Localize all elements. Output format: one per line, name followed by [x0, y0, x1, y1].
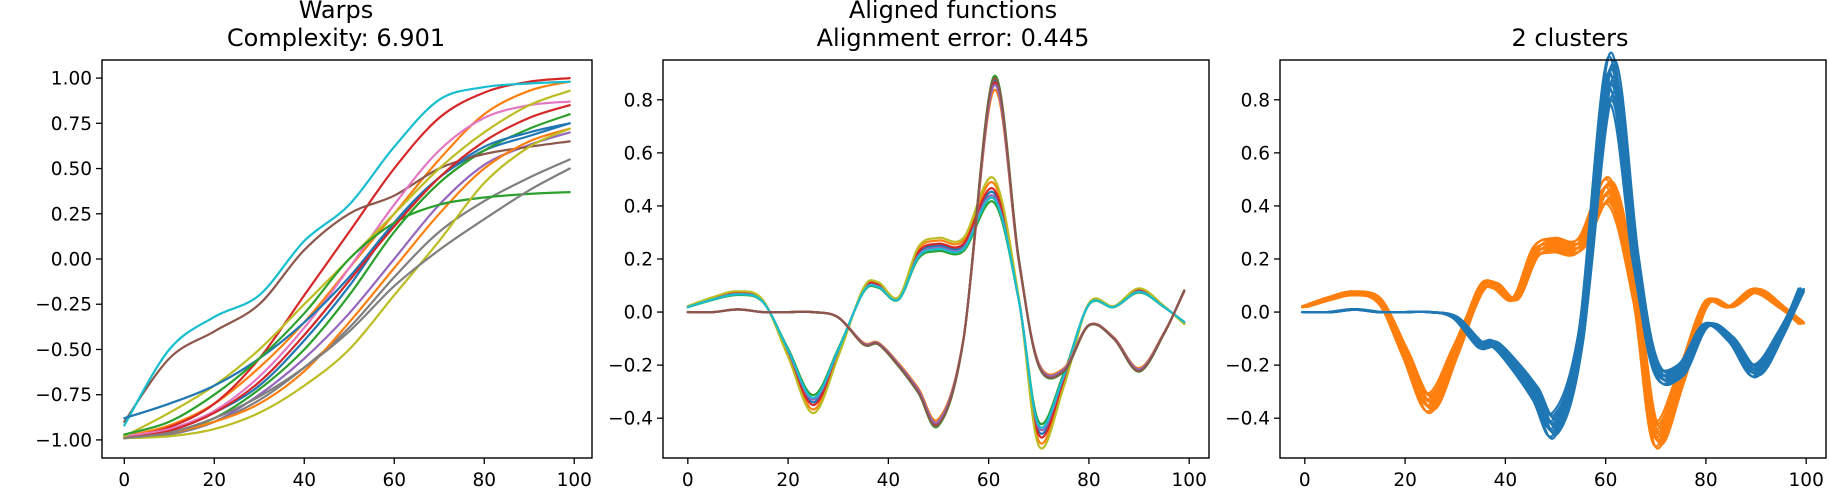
warp-series-line	[123, 167, 571, 440]
warps-y-tick-label: 1.00	[51, 69, 92, 90]
panel-warps-plot: 0 20 40 60 80 100 −1.00 −0.75 −0.50 −0.25 0.00 0.25…	[35, 59, 593, 490]
aligned-y-tick-label: 0.8	[624, 90, 653, 111]
clusters-y-tick-label: 0.8	[1241, 90, 1270, 111]
warps-x-tick-label: 0	[118, 470, 130, 490]
panel-clusters: 2 clusters 0 20 40 60 80 100 −0.4 −0.2 0.0 0.2 0.4…	[1225, 24, 1827, 490]
cluster-member-line	[1302, 176, 1802, 450]
aligned-x-tick-label: 100	[1172, 470, 1207, 490]
aligned-y-tick-label: 0.0	[624, 303, 653, 324]
panel-aligned-subtitle: Alignment error: 0.445	[817, 24, 1090, 52]
cluster-member-line	[1302, 51, 1802, 440]
panel-aligned-title: Aligned functions	[849, 0, 1057, 24]
clusters-axes-frame	[1279, 59, 1827, 459]
warps-y-tick-label: −1.00	[35, 430, 92, 451]
clusters-x-tick-label: 100	[1789, 470, 1824, 490]
warps-y-tick-label: 0.00	[51, 250, 92, 271]
warp-series-line	[123, 127, 571, 440]
aligned-y-tick-label: 0.6	[624, 143, 653, 164]
clusters-y-tick-label: 0.2	[1241, 250, 1270, 271]
clusters-y-tick-label: 0.6	[1241, 143, 1270, 164]
clusters-x-tick-label: 80	[1694, 470, 1718, 490]
panel-warps-title: Warps	[299, 0, 374, 24]
warps-y-tick-label: 0.50	[51, 159, 92, 180]
warp-series-line	[123, 191, 571, 436]
clusters-x-tick-label: 0	[1299, 470, 1311, 490]
aligned-y-tick-label: −0.4	[608, 409, 653, 430]
aligned-x-tick-label: 40	[877, 470, 901, 490]
aligned-x-tick-label: 0	[682, 470, 694, 490]
warps-y-tick-label: −0.75	[35, 385, 92, 406]
aligned-axes-frame	[662, 59, 1210, 459]
warp-series-line	[123, 77, 571, 440]
clusters-x-tick-label: 40	[1494, 470, 1518, 490]
aligned-x-tick-label: 80	[1077, 470, 1101, 490]
clusters-y-tick-label: 0.4	[1241, 196, 1270, 217]
warps-x-tick-label: 40	[292, 470, 316, 490]
warp-series-line	[123, 104, 571, 440]
panel-warps: Warps Complexity: 6.901 0 20 40 60 80 100 −1.0…	[35, 0, 593, 490]
panel-aligned: Aligned functions Alignment error: 0.445…	[608, 0, 1210, 490]
warps-x-tick-label: 80	[472, 470, 496, 490]
warps-x-tick-label: 20	[202, 470, 226, 490]
warps-x-tick-label: 100	[557, 470, 592, 490]
warp-series-line	[123, 127, 571, 440]
warp-series-line	[123, 100, 571, 438]
clusters-x-tick-label: 60	[1594, 470, 1618, 490]
aligned-series-line	[686, 196, 1186, 429]
panel-clusters-title: 2 clusters	[1511, 24, 1628, 52]
clusters-y-tick-label: −0.2	[1225, 356, 1270, 377]
clusters-x-tick-label: 20	[1393, 470, 1417, 490]
panel-clusters-plot: 0 20 40 60 80 100 −0.4 −0.2 0.0 0.2 0.4 0.6 0.8	[1225, 51, 1827, 490]
aligned-y-tick-label: 0.4	[624, 196, 653, 217]
warps-y-tick-label: −0.50	[35, 340, 92, 361]
clusters-y-tick-label: 0.0	[1241, 303, 1270, 324]
aligned-y-tick-label: 0.2	[624, 250, 653, 271]
warps-x-tick-label: 60	[382, 470, 406, 490]
aligned-series-line	[686, 176, 1186, 450]
warp-series-line	[123, 122, 571, 420]
warps-y-tick-label: 0.75	[51, 114, 92, 135]
aligned-x-tick-label: 60	[977, 470, 1001, 490]
warps-y-tick-label: 0.25	[51, 204, 92, 225]
aligned-y-tick-label: −0.2	[608, 356, 653, 377]
panel-warps-subtitle: Complexity: 6.901	[227, 24, 445, 52]
warp-series-line	[123, 140, 571, 423]
warp-series-line	[123, 80, 571, 427]
panel-aligned-plot: 0 20 40 60 80 100 −0.4 −0.2 0.0 0.2 0.4 0.6 0.8	[608, 59, 1210, 490]
warps-axes-frame	[101, 59, 593, 459]
aligned-x-tick-label: 20	[776, 470, 800, 490]
warps-y-tick-label: −0.25	[35, 295, 92, 316]
clusters-y-tick-label: −0.4	[1225, 409, 1270, 430]
aligned-series-line	[686, 77, 1186, 428]
